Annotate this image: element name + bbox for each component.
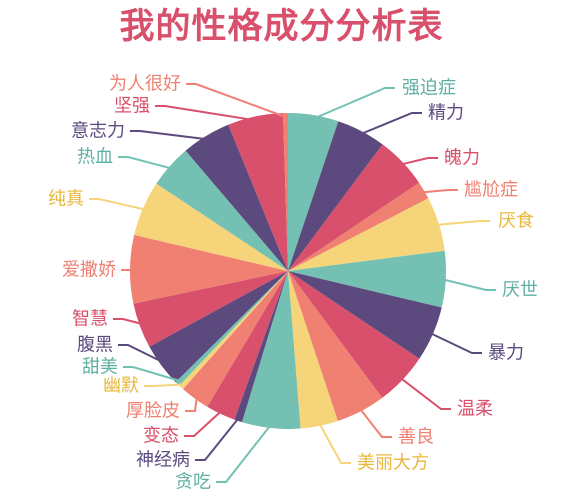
pie-slice	[185, 124, 288, 271]
chart-title: 我的性格成分分析表	[119, 7, 444, 47]
slice-label: 智慧	[72, 309, 108, 330]
callout-line	[118, 156, 174, 170]
slice-label: 善良	[398, 427, 434, 448]
slice-label: 美丽大方	[357, 453, 429, 474]
callout-line	[428, 331, 482, 354]
callout-line	[420, 189, 458, 194]
slice-label: 变态	[143, 426, 179, 447]
callout-line	[317, 421, 351, 464]
pie-slice	[288, 121, 383, 271]
pie-slice	[288, 271, 338, 429]
callout-line	[185, 395, 198, 412]
pie-slice	[175, 271, 288, 386]
pie-slice	[288, 182, 429, 271]
pie-slices	[129, 113, 446, 429]
pie-slice	[133, 271, 288, 347]
callout-line	[358, 406, 392, 438]
callout-line	[144, 383, 184, 387]
callout-line	[216, 423, 273, 483]
pie-slice	[234, 271, 288, 423]
callout-line	[130, 130, 209, 141]
pie-slice	[288, 198, 445, 271]
callout-line	[184, 409, 223, 437]
callout-line	[155, 105, 257, 122]
pie-slice	[288, 113, 339, 271]
slice-label: 贪吃	[175, 472, 211, 493]
callout-line	[434, 220, 490, 226]
callout-line	[441, 278, 496, 291]
slice-label: 为人很好	[109, 74, 181, 95]
callout-line	[123, 366, 181, 382]
callout-line	[89, 198, 147, 211]
slice-label: 幽默	[103, 376, 139, 397]
slice-label: 魄力	[444, 148, 480, 169]
slice-label: 神经病	[136, 450, 190, 471]
slice-label: 意志力	[71, 121, 125, 142]
callout-line	[312, 87, 395, 120]
pie-slice	[288, 271, 442, 359]
pie-slice	[207, 271, 288, 420]
callout-line	[195, 416, 241, 461]
pie-slice	[288, 250, 446, 308]
slice-label: 温柔	[457, 399, 493, 420]
pie-slice	[288, 144, 420, 271]
callout-line	[118, 344, 165, 364]
pie-slice	[129, 234, 288, 304]
callout-line	[121, 268, 135, 271]
slice-label: 厌食	[498, 211, 534, 232]
pie-slice	[242, 271, 301, 429]
pie-slice	[134, 183, 288, 271]
slice-label: 厚脸皮	[126, 401, 180, 422]
slice-label: 爱撒娇	[62, 260, 116, 281]
pie-slice	[282, 113, 288, 271]
pie-slice	[228, 113, 288, 271]
pie-slice	[288, 271, 420, 398]
callout-line	[186, 83, 286, 118]
pie-slice	[288, 271, 383, 421]
slice-label: 甜美	[82, 357, 118, 378]
slice-label: 纯真	[48, 189, 84, 210]
slice-label: 坚强	[114, 96, 150, 117]
pie-slice	[156, 150, 288, 271]
slice-label: 暴力	[488, 343, 524, 364]
callout-line	[113, 318, 144, 326]
pie-slice	[179, 271, 288, 390]
slice-label: 厌世	[502, 280, 538, 301]
slice-label: 尴尬症	[464, 180, 518, 201]
slice-label: 热血	[77, 147, 113, 168]
pie-slice	[149, 271, 288, 383]
slice-label: 腹黑	[77, 335, 113, 356]
pie-slice	[182, 271, 288, 407]
callout-line	[359, 112, 422, 136]
slice-label: 强迫症	[402, 78, 456, 99]
slice-label: 精力	[428, 103, 464, 124]
callout-line	[398, 376, 451, 410]
callout-line	[399, 157, 438, 166]
